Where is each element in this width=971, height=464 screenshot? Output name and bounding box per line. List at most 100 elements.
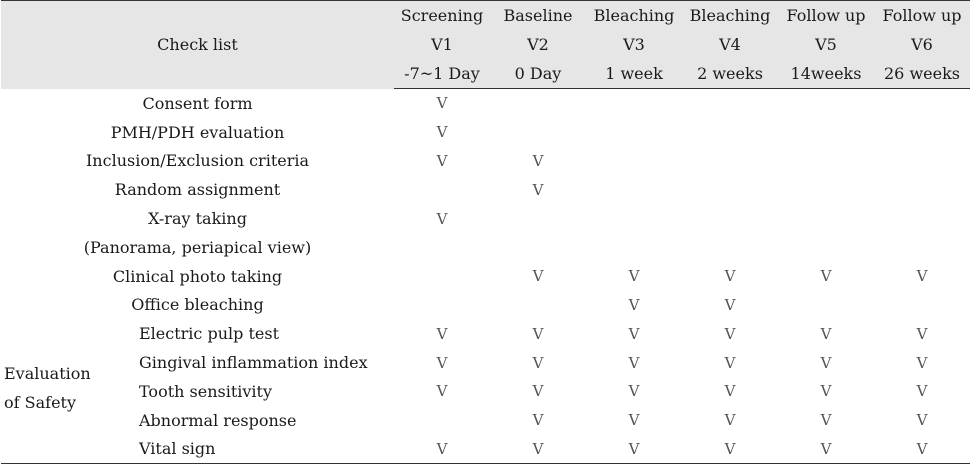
timing-header: 26 weeks bbox=[874, 59, 970, 89]
check-mark bbox=[490, 118, 586, 147]
check-mark: V bbox=[532, 180, 544, 199]
check-mark bbox=[394, 233, 490, 262]
table-row: Random assignment V bbox=[1, 175, 970, 204]
timing-header: 0 Day bbox=[490, 59, 586, 89]
table-row: (Panorama, periapical view) bbox=[1, 233, 970, 262]
check-mark: V bbox=[628, 295, 640, 314]
table-row: Clinical photo taking V V V V V bbox=[1, 262, 970, 291]
table-row: Office bleaching V V bbox=[1, 291, 970, 320]
row-label: Random assignment bbox=[114, 180, 281, 200]
check-mark: V bbox=[586, 434, 682, 464]
check-mark: V bbox=[820, 267, 832, 286]
check-mark: V bbox=[820, 324, 832, 343]
row-label: Clinical photo taking bbox=[112, 266, 283, 286]
check-mark: V bbox=[916, 382, 928, 401]
check-mark bbox=[394, 406, 490, 435]
check-mark bbox=[778, 147, 874, 176]
check-mark: V bbox=[532, 382, 544, 401]
timing-header: 1 week bbox=[586, 59, 682, 89]
visit-header: V1 bbox=[394, 30, 490, 59]
check-mark bbox=[874, 175, 970, 204]
check-mark bbox=[586, 233, 682, 262]
check-mark bbox=[490, 291, 586, 320]
safety-item-cell: Gingival inflammation index bbox=[1, 348, 394, 377]
safety-category: Evaluation of Safety bbox=[4, 359, 91, 417]
check-mark: V bbox=[724, 324, 736, 343]
safety-item-cell: Electric pulp test bbox=[1, 319, 394, 348]
table-row: Tooth sensitivity V V V V V V bbox=[1, 377, 970, 406]
safety-item-label: Gingival inflammation index bbox=[139, 353, 368, 373]
check-mark: V bbox=[874, 434, 970, 464]
check-mark bbox=[778, 89, 874, 118]
check-mark: V bbox=[490, 434, 586, 464]
check-mark: V bbox=[628, 411, 640, 430]
phase-header: Baseline bbox=[490, 0, 586, 30]
safety-item-cell: Abnormal response bbox=[1, 406, 394, 435]
check-mark bbox=[394, 175, 490, 204]
check-mark bbox=[586, 204, 682, 233]
table-row: Consent form V bbox=[1, 89, 970, 118]
table-row: Electric pulp test V V V V V V bbox=[1, 319, 970, 348]
safety-item-label: Electric pulp test bbox=[139, 324, 279, 344]
check-mark: V bbox=[532, 267, 544, 286]
check-mark bbox=[874, 147, 970, 176]
check-mark: V bbox=[628, 353, 640, 372]
phase-header: Follow up bbox=[874, 0, 970, 30]
safety-item-cell: Vital sign bbox=[1, 434, 394, 464]
check-mark bbox=[586, 147, 682, 176]
check-mark: V bbox=[628, 267, 640, 286]
header-row-timing: -7~1 Day 0 Day 1 week 2 weeks 14weeks 26… bbox=[1, 59, 970, 89]
check-mark bbox=[874, 118, 970, 147]
safety-item-cell: Tooth sensitivity bbox=[1, 377, 394, 406]
check-mark: V bbox=[724, 382, 736, 401]
row-label: Office bleaching bbox=[131, 295, 264, 315]
check-mark bbox=[394, 262, 490, 291]
safety-item-label: Abnormal response bbox=[139, 410, 297, 430]
visit-header: V3 bbox=[586, 30, 682, 59]
table-row: Gingival inflammation index V V V V V V bbox=[1, 348, 970, 377]
check-mark: V bbox=[532, 151, 544, 170]
phase-header: Follow up bbox=[778, 0, 874, 30]
check-mark bbox=[874, 291, 970, 320]
safety-item-label: Vital sign bbox=[139, 439, 216, 459]
phase-header: Bleaching bbox=[586, 0, 682, 30]
check-mark bbox=[778, 175, 874, 204]
check-mark bbox=[682, 233, 778, 262]
checklist-header: Check list bbox=[1, 0, 394, 89]
table-row: PMH/PDH evaluation V bbox=[1, 118, 970, 147]
safety-item-label: Tooth sensitivity bbox=[139, 381, 272, 401]
check-mark: V bbox=[820, 382, 832, 401]
visit-header: V5 bbox=[778, 30, 874, 59]
visit-header: V2 bbox=[490, 30, 586, 59]
check-mark bbox=[394, 291, 490, 320]
timing-header: 2 weeks bbox=[682, 59, 778, 89]
check-mark: V bbox=[436, 353, 448, 372]
phase-header: Screening bbox=[394, 0, 490, 30]
check-mark bbox=[490, 204, 586, 233]
check-mark bbox=[874, 204, 970, 233]
check-mark: V bbox=[628, 324, 640, 343]
check-mark: V bbox=[436, 209, 448, 228]
check-mark: V bbox=[436, 382, 448, 401]
check-mark: V bbox=[724, 267, 736, 286]
check-mark: V bbox=[394, 434, 490, 464]
check-mark bbox=[778, 118, 874, 147]
check-mark bbox=[778, 204, 874, 233]
check-mark: V bbox=[532, 324, 544, 343]
check-mark: V bbox=[916, 324, 928, 343]
table-row: X-ray taking V bbox=[1, 204, 970, 233]
check-mark: V bbox=[724, 295, 736, 314]
check-mark: V bbox=[532, 411, 544, 430]
safety-category-line2: of Safety bbox=[4, 393, 76, 412]
table-body: Consent form V PMH/PDH evaluation V Incl… bbox=[1, 89, 970, 464]
check-mark bbox=[682, 89, 778, 118]
check-mark: V bbox=[724, 411, 736, 430]
check-mark: V bbox=[532, 353, 544, 372]
check-mark bbox=[490, 233, 586, 262]
check-mark bbox=[682, 204, 778, 233]
check-mark: V bbox=[436, 324, 448, 343]
row-label: Inclusion/Exclusion criteria bbox=[85, 151, 310, 171]
check-mark bbox=[874, 233, 970, 262]
row-label: (Panorama, periapical view) bbox=[83, 237, 312, 257]
